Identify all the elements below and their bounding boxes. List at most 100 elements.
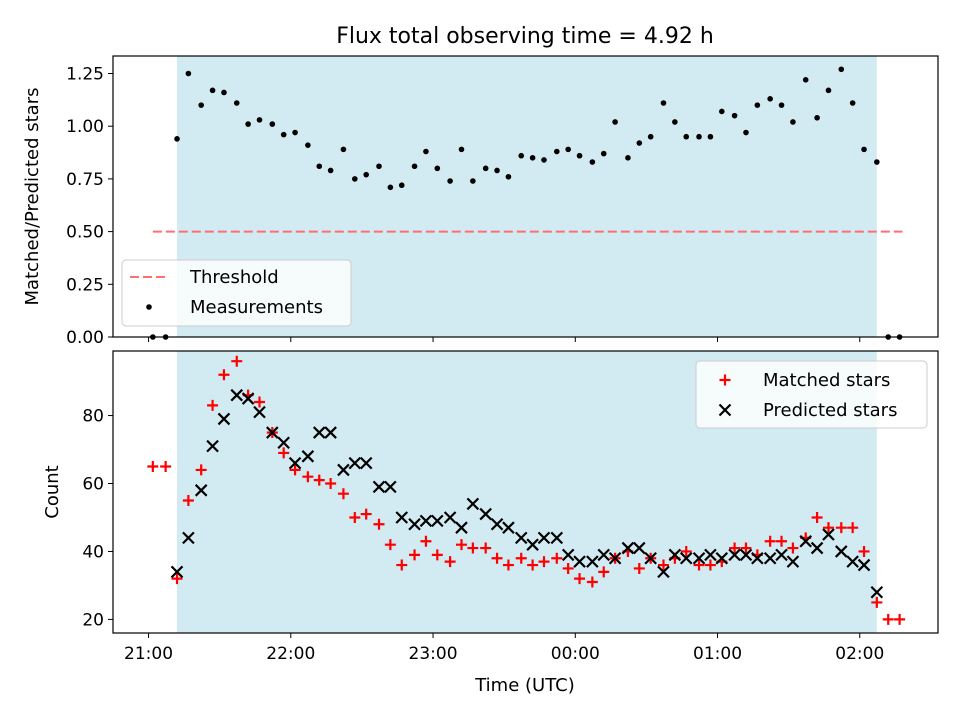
predicted-star-point [857, 558, 871, 572]
bottom-panel: 20 40 60 80 21:00 22:00 23:00 00:00 01:00 02:00 Co… [42, 350, 939, 664]
matched-star-point [811, 511, 823, 523]
predicted-star-point [668, 548, 682, 562]
matched-star-point [835, 522, 847, 534]
y-tick-label: 80 [82, 407, 104, 427]
measurement-point [589, 159, 596, 165]
matched-star-point [349, 511, 361, 523]
measurement-point [363, 171, 369, 178]
matched-star-point [551, 552, 563, 564]
matched-star-point [218, 369, 230, 381]
matched-star-point [515, 552, 527, 564]
measurement-point [838, 66, 845, 73]
y-tick-label: 1.00 [66, 117, 104, 137]
measurement-point [256, 117, 263, 123]
matched-star-point [871, 596, 883, 608]
x-tick-label: 22:00 [266, 644, 315, 664]
measurement-point [185, 70, 192, 77]
legend-measurements-label: Measurements [190, 297, 323, 318]
matched-star-point [182, 494, 194, 506]
legend-box [121, 259, 352, 327]
predicted-star-point [597, 548, 611, 562]
axes-frame [112, 55, 939, 338]
predicted-star-point [384, 480, 397, 494]
predicted-star-point [537, 531, 551, 545]
predicted-star-point [455, 521, 468, 534]
top-panel: 0.00 0.25 0.50 0.75 1.00 1.25 Matched/Predicte… [22, 55, 939, 348]
predicted-star-point [182, 531, 195, 545]
matched-star-point [373, 518, 385, 530]
predicted-star-point [324, 426, 337, 439]
measurement-point [672, 119, 678, 125]
measurement-point [482, 165, 489, 172]
measurement-point [849, 100, 856, 106]
legend-matched-swatch [719, 374, 731, 386]
measurement-point [565, 146, 571, 153]
predicted-star-point [490, 517, 504, 531]
matched-star-point [657, 559, 669, 571]
matched-star-point [598, 566, 610, 578]
measurement-point [518, 152, 525, 159]
predicted-star-point [573, 555, 586, 568]
matched-star-point [420, 535, 432, 547]
legend-measurements-swatch [146, 304, 152, 310]
predicted-star-point [395, 511, 409, 524]
matched-star-point [444, 556, 456, 568]
measurement-point [458, 146, 465, 153]
measurement-point [245, 121, 251, 127]
measurement-point [541, 157, 547, 163]
x-tick-label: 01:00 [693, 644, 742, 664]
predicted-star-point [715, 551, 729, 565]
matched-star-point [455, 539, 467, 551]
matched-star-point [491, 552, 503, 564]
measurement-point [718, 108, 725, 115]
predicted-star-point [359, 456, 373, 470]
predicted-star-point [253, 405, 266, 419]
y-tick-label: 0.00 [66, 328, 104, 348]
matched-star-point [171, 573, 183, 585]
measurement-point [494, 167, 500, 174]
predicted-star-point [834, 545, 848, 558]
y-tick-label: 0.25 [66, 275, 104, 295]
predicted-star-point [692, 551, 706, 565]
matched-star-point [409, 549, 421, 561]
predicted-star-point [288, 456, 302, 470]
measurement-point [874, 159, 880, 165]
matched-star-point [160, 461, 172, 473]
matched-star-point [289, 464, 301, 476]
matched-star-point [527, 559, 539, 571]
predicted-star-point [751, 551, 764, 565]
predicted-star-point [170, 565, 184, 579]
measurement-point [352, 176, 358, 182]
matched-star-point [538, 556, 550, 568]
x-tick-label: 00:00 [551, 644, 600, 664]
measurement-point [754, 102, 761, 108]
matched-star-point [231, 355, 243, 367]
matched-star-point [480, 542, 492, 554]
matched-star-point [586, 576, 598, 588]
predicted-star-point [846, 555, 859, 568]
matched-star-point [254, 396, 266, 408]
measurement-point [398, 182, 405, 189]
y-tick-label: 1.25 [66, 64, 104, 84]
matched-star-point [847, 522, 859, 534]
predicted-star-point [431, 514, 444, 528]
predicted-star-point [217, 412, 231, 426]
predicted-star-point [443, 511, 457, 524]
predicted-star-point [277, 436, 290, 450]
matched-star-point [729, 542, 741, 554]
matched-star-point [822, 522, 834, 534]
predicted-star-point [550, 531, 564, 545]
predicted-star-point [728, 548, 741, 562]
measurement-point [529, 155, 536, 161]
measurement-point [802, 77, 809, 83]
measurement-point [767, 95, 773, 102]
legend-predicted-swatch [718, 403, 732, 417]
matched-star-point [431, 549, 443, 561]
x-tick-label: 21:00 [124, 644, 173, 664]
predicted-star-point [408, 517, 421, 531]
predicted-star-point [608, 551, 622, 565]
predicted-star-point [704, 548, 717, 562]
predicted-star-point [775, 548, 788, 562]
predicted-star-point [194, 484, 208, 497]
matched-star-point [894, 613, 906, 625]
